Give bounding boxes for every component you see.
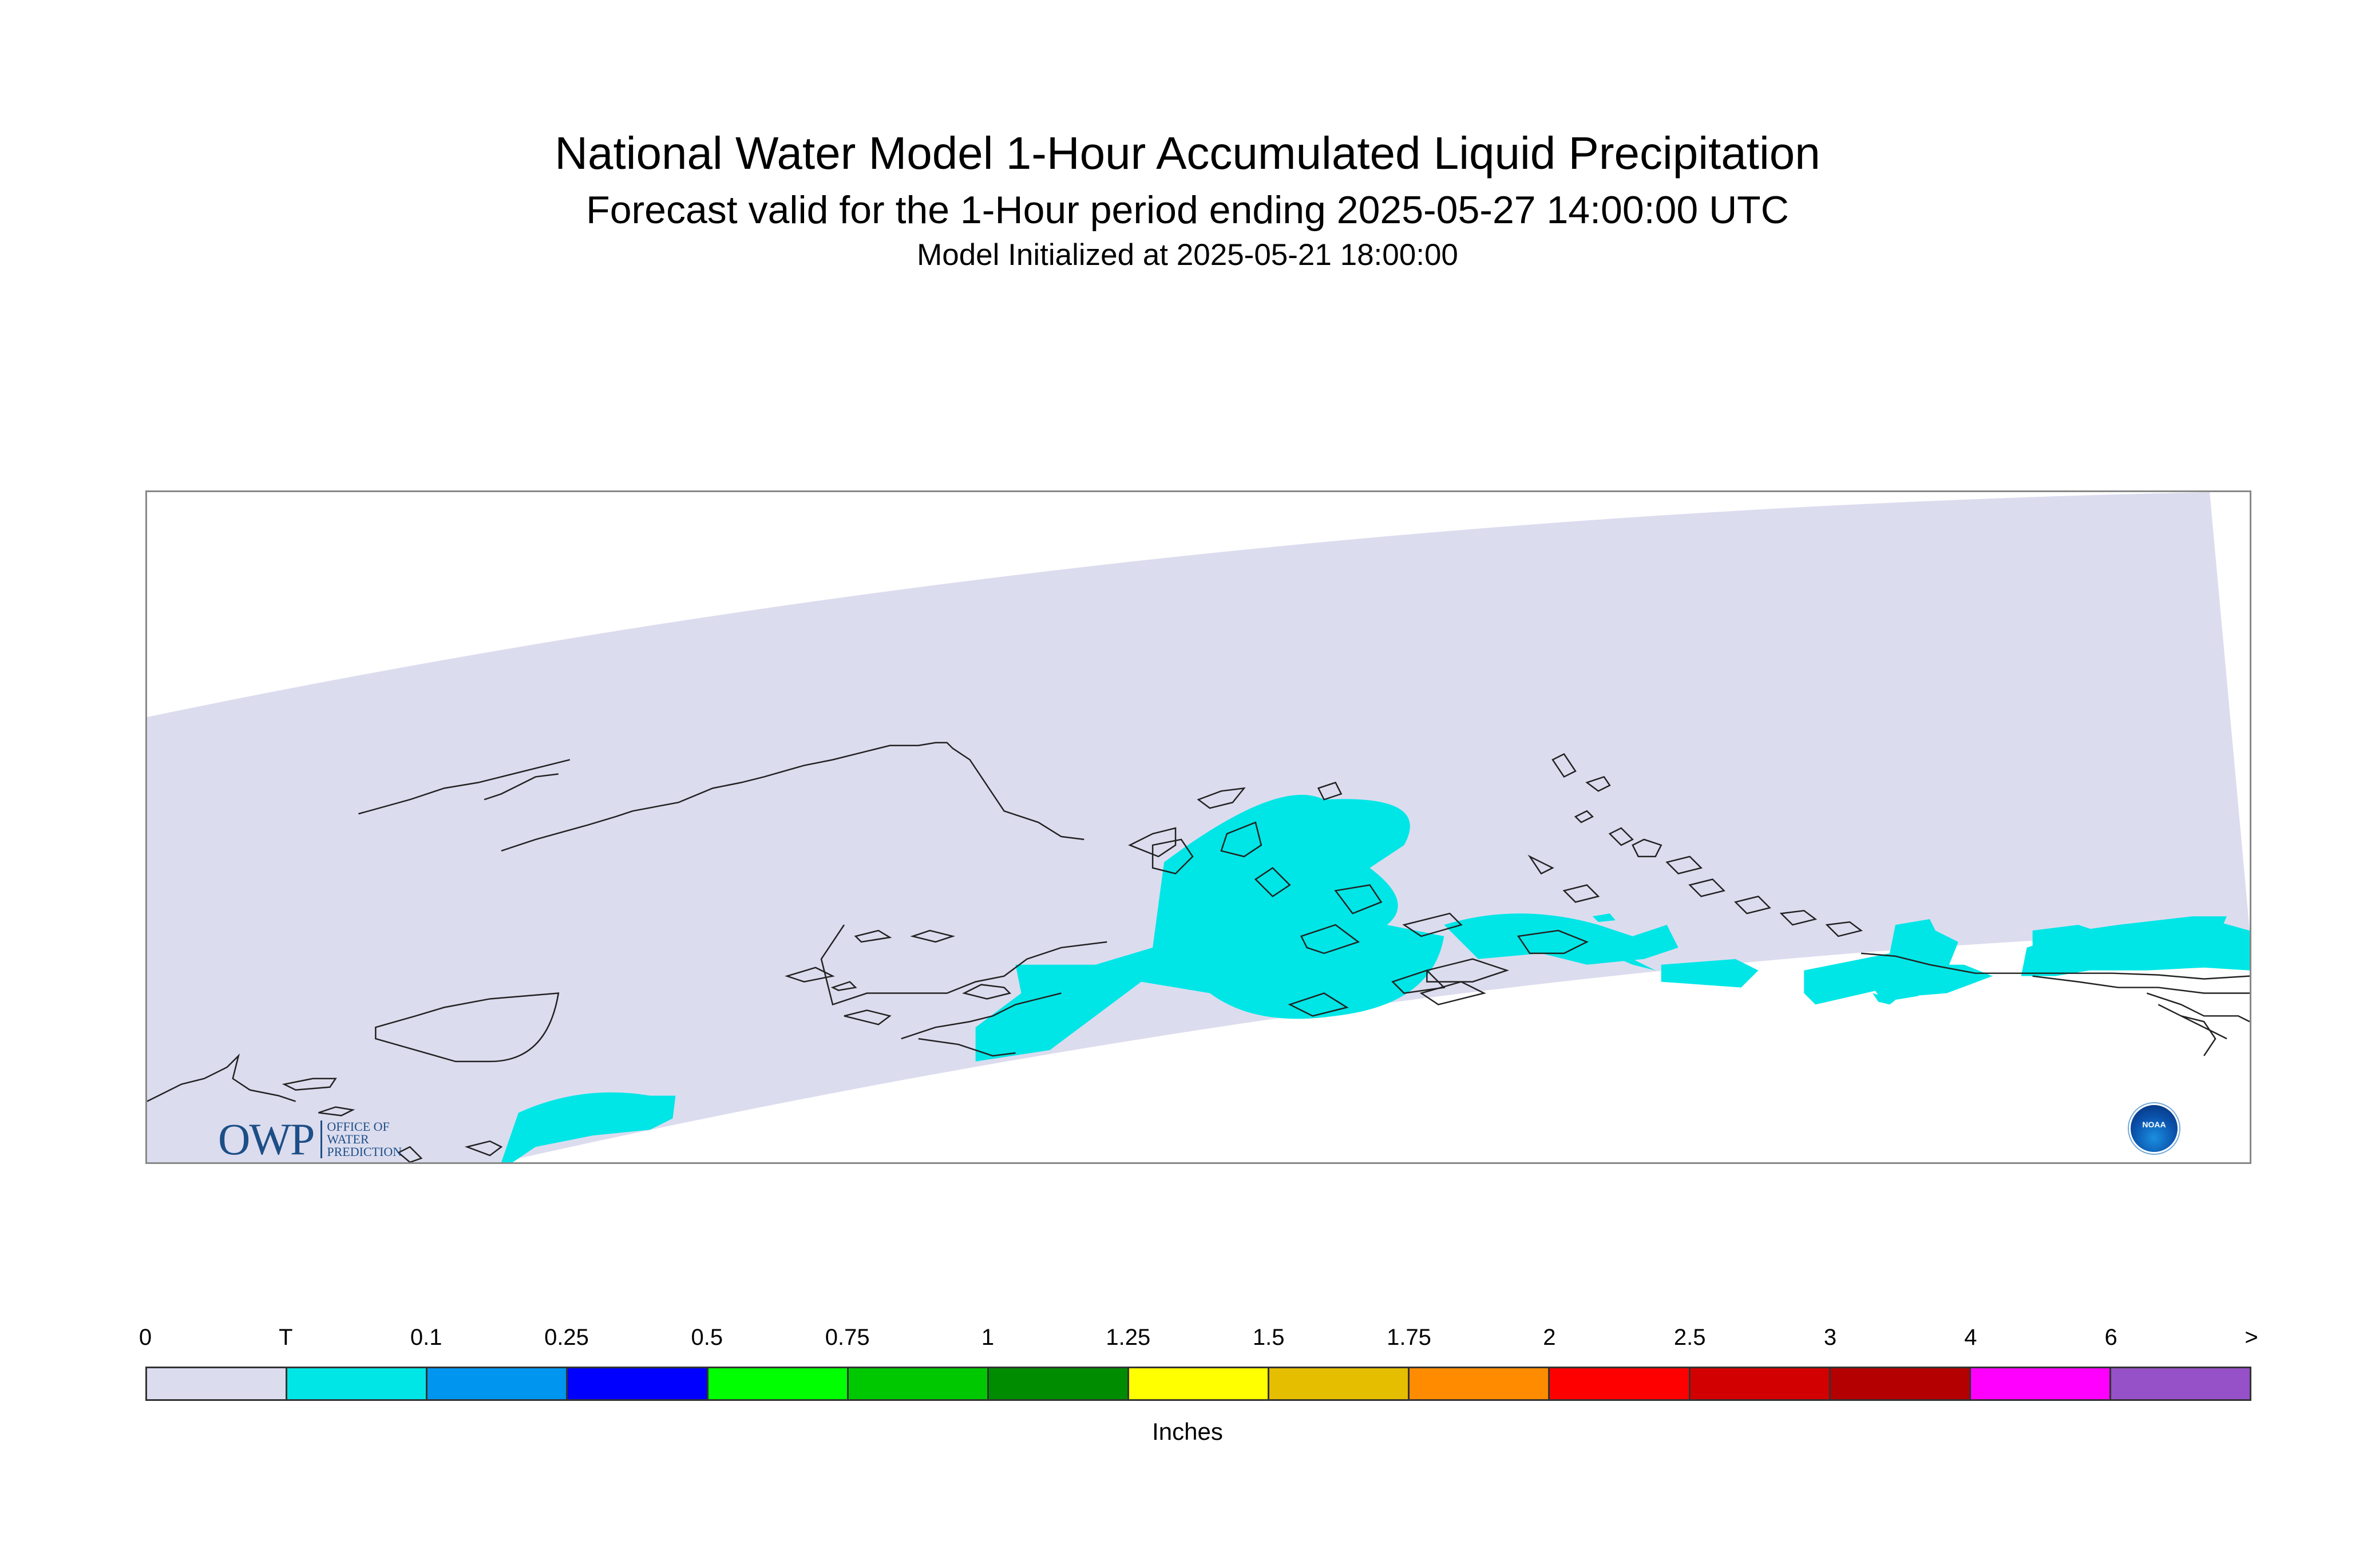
owp-line-3: PREDICTION [327, 1145, 402, 1159]
legend-tick-label: T [279, 1325, 293, 1350]
legend-tick-label: 0.1 [410, 1325, 442, 1350]
coastlines [147, 742, 2250, 1162]
map-panel [145, 490, 2251, 1164]
owp-logo-letters: OWP [218, 1114, 315, 1164]
legend-tick-label: 3 [1823, 1325, 1837, 1350]
legend-swatch-2 [428, 1368, 568, 1399]
noaa-logo-label: NOAA [2142, 1120, 2166, 1129]
legend-swatch-1 [287, 1368, 428, 1399]
map-title: National Water Model 1-Hour Accumulated … [555, 128, 1820, 179]
legend-tick-label: 1.5 [1252, 1325, 1285, 1350]
model-domain [147, 492, 2250, 1162]
legend-swatch-11 [1690, 1368, 1831, 1399]
legend-tick-label: 2.5 [1673, 1325, 1706, 1350]
color-legend [145, 1367, 2251, 1401]
legend-swatch-13 [1970, 1368, 2111, 1399]
owp-logo-subtitle: OFFICE OF WATER PREDICTION [320, 1120, 402, 1158]
owp-line-2: WATER [327, 1132, 369, 1146]
legend-tick-label: 1.75 [1387, 1325, 1431, 1350]
legend-tick-label: 1 [981, 1325, 995, 1350]
legend-tick-label: > [2245, 1325, 2258, 1350]
legend-tick-labels: 0 T 0.1 0.25 0.5 0.75 1 1.25 1.5 1.75 2 2.5 3 4 6 > [139, 1325, 2258, 1353]
legend-swatch-7 [1129, 1368, 1270, 1399]
legend-tick-label: 0.5 [691, 1325, 723, 1350]
owp-line-1: OFFICE OF [327, 1119, 390, 1134]
legend-tick-label: 0 [138, 1325, 152, 1350]
legend-swatch-10 [1550, 1368, 1691, 1399]
legend-swatch-5 [848, 1368, 989, 1399]
model-init-time: Model Initialized at 2025-05-21 18:00:00 [917, 238, 1458, 272]
legend-tick-label: 6 [2104, 1325, 2117, 1350]
legend-swatch-6 [988, 1368, 1129, 1399]
legend-tick-label: 2 [1543, 1325, 1556, 1350]
legend-swatch-12 [1830, 1368, 1971, 1399]
legend-units: Inches [1152, 1418, 1223, 1445]
legend-tick-label: 4 [1964, 1325, 1977, 1350]
legend-tick-label: 0.75 [825, 1325, 870, 1350]
legend-swatch-4 [708, 1368, 849, 1399]
legend-swatch-0 [147, 1368, 288, 1399]
owp-logo: OWP OFFICE OF WATER PREDICTION [218, 1114, 402, 1165]
noaa-logo-icon: NOAA [2129, 1103, 2179, 1154]
legend-swatch-8 [1269, 1368, 1410, 1399]
legend-swatch-14 [2111, 1368, 2250, 1399]
legend-swatch-9 [1410, 1368, 1550, 1399]
legend-tick-label: 1.25 [1106, 1325, 1151, 1350]
map-canvas [147, 492, 2250, 1162]
legend-tick-label: 0.25 [544, 1325, 589, 1350]
forecast-valid-subtitle: Forecast valid for the 1-Hour period end… [586, 188, 1789, 232]
legend-swatch-3 [568, 1368, 708, 1399]
